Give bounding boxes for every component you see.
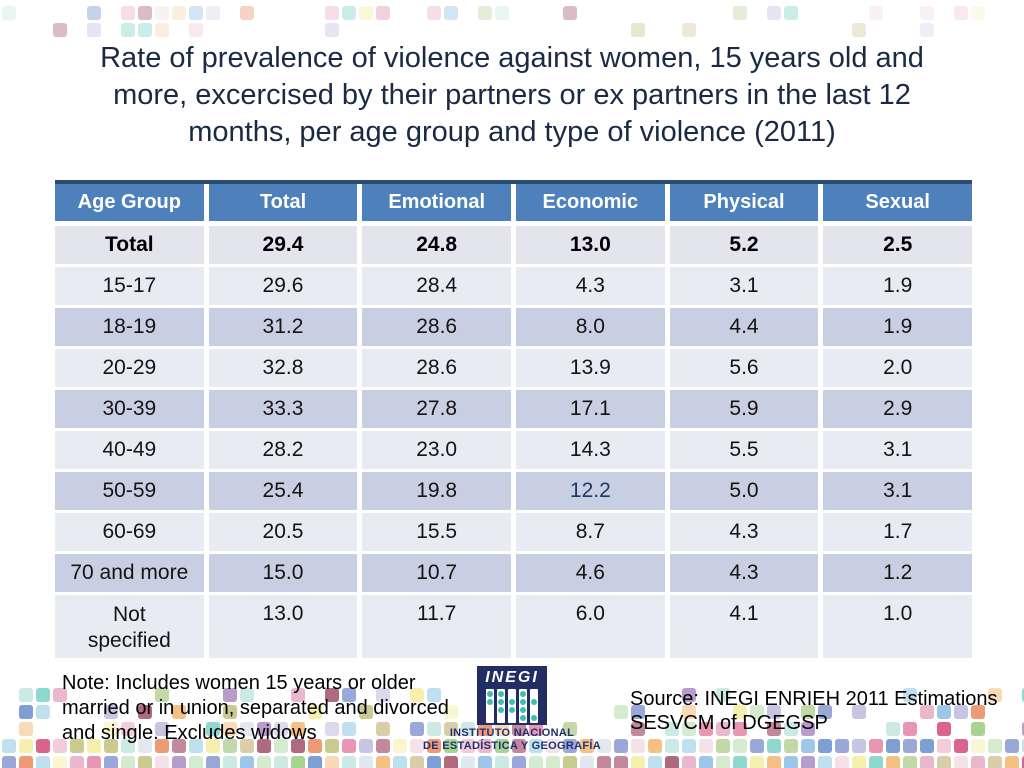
table-cell: 10.7 <box>362 554 511 592</box>
row-label: 15-17 <box>55 267 204 305</box>
table-cell: 1.9 <box>823 267 972 305</box>
inegi-logo-caption: INSTITUTO NACIONAL DE ESTADÍSTICA Y GEOG… <box>423 727 601 752</box>
table-cell: 24.8 <box>362 226 511 264</box>
row-label: 40-49 <box>55 431 204 469</box>
table-cell: 14.3 <box>516 431 665 469</box>
column-header: Physical <box>669 184 819 221</box>
table-cell: 23.0 <box>362 431 511 469</box>
table-cell: 19.8 <box>362 472 511 510</box>
table-cell: 15.5 <box>362 513 511 551</box>
note-line: Note: Includes women 15 years or older <box>62 672 416 694</box>
table-cell: 11.7 <box>362 595 511 658</box>
source-line: SESVCM of DGEGSP <box>630 712 828 734</box>
table-cell: 4.1 <box>669 595 819 658</box>
row-label: 50-59 <box>55 472 204 510</box>
row-label: 60-69 <box>55 513 204 551</box>
row-label: 30-39 <box>55 390 204 428</box>
table-cell: 1.0 <box>823 595 972 658</box>
note-text: Note: Includes women 15 years or older m… <box>62 671 449 746</box>
inegi-abacus-icon <box>486 689 538 723</box>
note-line: and single. Excludes widows <box>62 722 317 744</box>
table-cell: 31.2 <box>208 308 358 346</box>
table-cell: 4.6 <box>516 554 665 592</box>
table-cell: 6.0 <box>516 595 665 658</box>
inegi-logo-wordmark: INEGI <box>485 669 539 686</box>
table-row: 18-19 31.2 28.6 8.0 4.4 1.9 <box>55 308 972 346</box>
table-cell: 5.0 <box>669 472 819 510</box>
table-cell: 8.7 <box>516 513 665 551</box>
table-cell: 2.9 <box>823 390 972 428</box>
table-row: 70 and more 15.0 10.7 4.6 4.3 1.2 <box>55 554 972 592</box>
table-cell: 29.6 <box>208 267 358 305</box>
table-cell-highlighted: 12.2 <box>516 472 665 510</box>
row-label: Total <box>55 226 204 264</box>
slide-title-line: more, excercised by their partners or ex… <box>113 79 911 111</box>
table-cell: 13.0 <box>208 595 358 658</box>
table-cell: 28.2 <box>208 431 358 469</box>
source-text: Source: INEGI ENRIEH 2011 Estimations SE… <box>630 687 998 735</box>
table-cell: 2.5 <box>823 226 972 264</box>
inegi-logo: INEGI <box>477 666 547 725</box>
table-cell: 28.6 <box>362 349 511 387</box>
table-cell: 3.1 <box>823 431 972 469</box>
table-cell: 4.3 <box>669 513 819 551</box>
table-header-row: Age Group Total Emotional Economic Physi… <box>55 180 972 221</box>
table-cell: 20.5 <box>208 513 358 551</box>
column-header: Emotional <box>362 184 511 221</box>
table-cell: 1.7 <box>823 513 972 551</box>
table-row: 60-69 20.5 15.5 8.7 4.3 1.7 <box>55 513 972 551</box>
source-line: Source: INEGI ENRIEH 2011 Estimations <box>630 688 998 710</box>
table-row: Total 29.4 24.8 13.0 5.2 2.5 <box>55 226 972 264</box>
table-cell: 28.6 <box>362 308 511 346</box>
table-cell: 3.1 <box>823 472 972 510</box>
row-label: 18-19 <box>55 308 204 346</box>
table-row: 50-59 25.4 19.8 12.2 5.0 3.1 <box>55 472 972 510</box>
note-line: married or in union, separated and divor… <box>62 697 449 719</box>
table-row: 20-29 32.8 28.6 13.9 5.6 2.0 <box>55 349 972 387</box>
column-header: Economic <box>516 184 665 221</box>
column-header: Total <box>208 184 358 221</box>
table-cell: 5.2 <box>669 226 819 264</box>
table-cell: 2.0 <box>823 349 972 387</box>
table-cell: 15.0 <box>208 554 358 592</box>
table-cell: 25.4 <box>208 472 358 510</box>
table-cell: 4.3 <box>669 554 819 592</box>
table-row: Not specified 13.0 11.7 6.0 4.1 1.0 <box>55 595 972 658</box>
slide-title-line: Rate of prevalence of violence against w… <box>100 42 924 74</box>
table-cell: 32.8 <box>208 349 358 387</box>
table-cell: 3.1 <box>669 267 819 305</box>
table-cell: 5.6 <box>669 349 819 387</box>
table-cell: 28.4 <box>362 267 511 305</box>
table-cell: 4.4 <box>669 308 819 346</box>
data-table: Age Group Total Emotional Economic Physi… <box>55 180 972 661</box>
table-cell: 5.9 <box>669 390 819 428</box>
table-cell: 1.9 <box>823 308 972 346</box>
table-cell: 29.4 <box>208 226 358 264</box>
row-label: 70 and more <box>55 554 204 592</box>
table-cell: 1.2 <box>823 554 972 592</box>
table-row: 15-17 29.6 28.4 4.3 3.1 1.9 <box>55 267 972 305</box>
column-header: Age Group <box>55 184 204 221</box>
table-cell: 5.5 <box>669 431 819 469</box>
row-label: 20-29 <box>55 349 204 387</box>
table-cell: 13.9 <box>516 349 665 387</box>
table-cell: 27.8 <box>362 390 511 428</box>
slide-title: Rate of prevalence of violence against w… <box>0 40 1024 151</box>
table-cell: 8.0 <box>516 308 665 346</box>
row-label: Not specified <box>55 595 204 658</box>
slide-title-line: months, per age group and type of violen… <box>188 116 836 148</box>
table-cell: 17.1 <box>516 390 665 428</box>
table-row: 30-39 33.3 27.8 17.1 5.9 2.9 <box>55 390 972 428</box>
table-row: 40-49 28.2 23.0 14.3 5.5 3.1 <box>55 431 972 469</box>
table-cell: 4.3 <box>516 267 665 305</box>
table-cell: 33.3 <box>208 390 358 428</box>
table-cell: 13.0 <box>516 226 665 264</box>
column-header: Sexual <box>823 184 972 221</box>
